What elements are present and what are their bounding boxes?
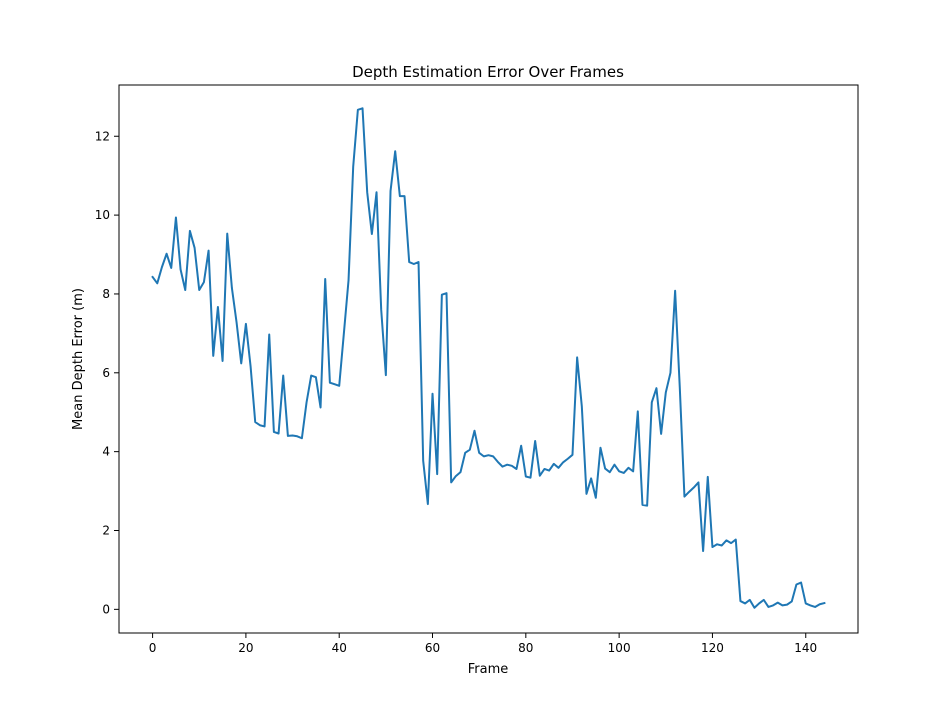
x-tick-label: 100 — [608, 641, 631, 655]
y-tick-label: 8 — [102, 287, 110, 301]
chart-title: Depth Estimation Error Over Frames — [352, 63, 624, 81]
plot-area: 0 20 40 60 80 100 120 140 0 2 4 6 8 10 12 — [95, 84, 859, 655]
y-tick-label: 2 — [102, 523, 110, 537]
x-tick-label: 40 — [332, 641, 347, 655]
x-tick-label: 60 — [425, 641, 440, 655]
x-tick-label: 120 — [701, 641, 724, 655]
y-tick-label: 0 — [102, 602, 110, 616]
x-tick-label: 80 — [518, 641, 533, 655]
y-tick-label: 4 — [102, 445, 110, 459]
x-tick-label: 0 — [149, 641, 157, 655]
axes-frame — [118, 84, 859, 634]
x-tick-label: 20 — [238, 641, 253, 655]
series-line-0 — [151, 107, 826, 609]
x-tick-label: 140 — [794, 641, 817, 655]
y-tick-label: 6 — [102, 366, 110, 380]
y-tick-label: 12 — [95, 129, 110, 143]
y-axis-label: Mean Depth Error (m) — [71, 288, 86, 430]
y-tick-label: 10 — [95, 208, 110, 222]
x-axis-label: Frame — [468, 662, 509, 677]
